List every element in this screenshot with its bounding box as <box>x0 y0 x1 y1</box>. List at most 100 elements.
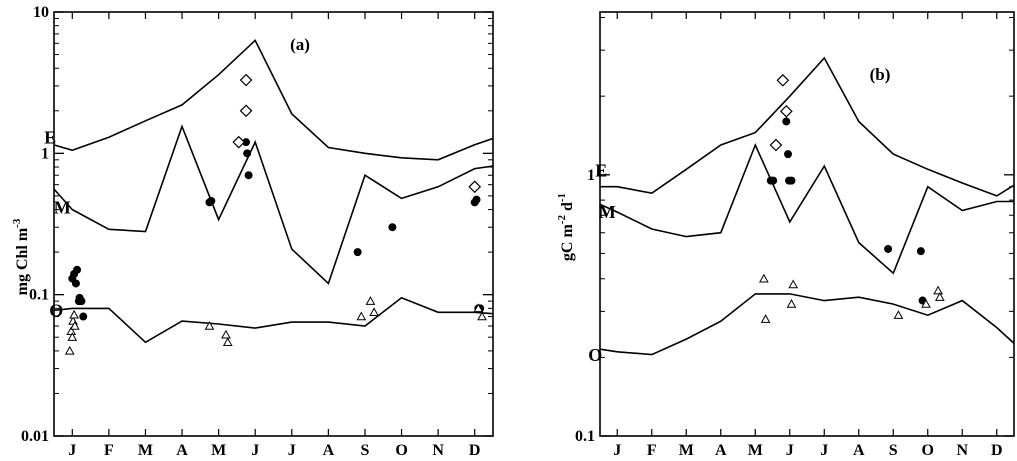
series-line-o-b <box>600 293 1014 356</box>
open-triangle-point-a <box>204 320 215 330</box>
panel-label-b: (b) <box>870 65 891 84</box>
series-label-o-b: O <box>588 345 602 365</box>
filled-circle-point-a <box>472 195 481 204</box>
open-triangle-point-a <box>222 337 233 347</box>
y-axis-label-a-sup: -3 <box>11 218 23 228</box>
x-tick-label-b: F <box>647 442 657 459</box>
chart-panel-a: mg Chl m-3 (a) 0.01 0.1 1 10 J F M A M J J A S O N D E M O <box>11 4 494 459</box>
open-triangle-point-a <box>473 303 484 313</box>
x-tick-label-b: D <box>991 442 1003 459</box>
filled-circle-point-a <box>242 138 251 147</box>
y-axis-label-b-main: gC m <box>559 224 576 262</box>
open-triangle-point-b <box>759 273 769 283</box>
x-tick-label-b: S <box>889 442 898 459</box>
open-triangle-point-a <box>369 307 379 317</box>
filled-circle-point-a <box>77 297 86 306</box>
open-diamond-point-a <box>239 104 253 118</box>
x-tick-label-a: M <box>211 442 226 459</box>
open-diamond-point-a <box>468 180 482 194</box>
x-tick-label-b: N <box>956 442 968 459</box>
x-tick-label-b: J <box>786 442 794 459</box>
x-tick-label-a: F <box>104 442 114 459</box>
open-triangle-point-a <box>221 329 231 339</box>
open-triangle-point-a <box>64 345 75 355</box>
open-triangle-point-a <box>356 311 367 321</box>
y-axis-label-b: gC m-2 d-1 <box>556 193 576 261</box>
filled-circle-point-a <box>73 265 82 274</box>
filled-circle-point-b <box>782 117 791 126</box>
open-triangle-point-a <box>70 320 80 330</box>
open-triangle-point-b <box>893 310 904 319</box>
y-tick-label-a: 0.1 <box>29 287 49 304</box>
svg-text:gC m-2 d-1: gC m-2 d-1 <box>556 193 576 261</box>
open-diamond-point-b <box>776 73 790 87</box>
x-tick-label-a: J <box>68 442 76 459</box>
y-axis-label-b-mid: d <box>559 202 576 215</box>
open-triangle-point-b <box>788 279 799 289</box>
y-axis-label-a-main: mg Chl m <box>14 227 31 295</box>
series-label-e-b: E <box>595 161 607 181</box>
filled-circle-point-a <box>243 149 252 158</box>
y-tick-label-a: 1 <box>41 145 49 162</box>
series-line-m-b <box>600 142 1014 275</box>
filled-circle-point-a <box>207 196 216 205</box>
chart-panel-b: gC m-2 d-1 (b) 0.1 1 J F M A M J J A S O N D E M O <box>556 11 1015 459</box>
x-tick-label-b: M <box>748 442 763 459</box>
series-line-e-a <box>54 39 493 161</box>
filled-circle-point-a <box>244 171 253 180</box>
series-line-e-b <box>600 56 1014 197</box>
series-label-o-a: O <box>49 300 63 320</box>
filled-circle-point-b <box>884 244 893 253</box>
x-tick-label-b: M <box>679 442 694 459</box>
x-tick-label-a: S <box>361 442 370 459</box>
x-tick-label-a: A <box>176 442 188 459</box>
open-triangle-point-a <box>477 311 487 321</box>
open-diamond-point-a <box>232 135 246 149</box>
open-triangle-point-b <box>786 299 797 308</box>
x-tick-label-b: J <box>613 442 621 459</box>
x-tick-label-a: A <box>323 442 335 459</box>
plot-frame-b <box>599 11 1015 437</box>
series-label-m-a: M <box>54 198 71 218</box>
filled-circle-point-a <box>388 223 397 232</box>
y-axis-label-a: mg Chl m-3 <box>11 218 31 295</box>
y-tick-label-b: 1 <box>587 167 595 184</box>
series-line-m-a <box>54 124 493 285</box>
filled-circle-point-b <box>787 176 796 185</box>
panel-label-a: (a) <box>290 35 310 54</box>
x-tick-label-a: D <box>469 442 481 459</box>
series-label-m-b: M <box>599 202 616 222</box>
y-tick-label-b: 0.1 <box>575 428 595 445</box>
open-triangle-point-a <box>365 296 376 305</box>
y-axis-label-b-sup1: -2 <box>556 215 568 225</box>
open-triangle-point-b <box>760 314 771 323</box>
x-tick-label-a: J <box>251 442 259 459</box>
filled-circle-point-a <box>71 279 80 288</box>
x-tick-label-b: J <box>820 442 828 459</box>
series-line-o-a <box>54 296 493 344</box>
filled-circle-point-a <box>353 248 362 257</box>
open-triangle-point-b <box>933 285 943 295</box>
filled-circle-point-b <box>784 150 793 159</box>
filled-circle-point-a <box>79 312 88 321</box>
x-tick-label-a: N <box>432 442 444 459</box>
open-diamond-point-a <box>239 73 253 87</box>
open-triangle-point-b <box>921 299 931 308</box>
x-tick-label-b: A <box>853 442 865 459</box>
x-tick-label-b: O <box>922 442 934 459</box>
open-triangle-point-a <box>69 309 79 319</box>
series-label-e-a: E <box>44 127 56 147</box>
x-tick-label-a: J <box>288 442 296 459</box>
y-tick-label-a: 10 <box>33 4 49 21</box>
filled-circle-point-b <box>916 247 925 256</box>
x-tick-label-a: O <box>395 442 407 459</box>
svg-text:mg Chl m-3: mg Chl m-3 <box>11 218 31 295</box>
open-triangle-point-a <box>67 332 78 341</box>
filled-circle-point-b <box>769 176 778 185</box>
x-tick-label-a: M <box>138 442 153 459</box>
open-diamond-point-b <box>769 138 783 152</box>
plot-frame-a <box>53 11 494 437</box>
open-triangle-point-b <box>934 292 945 301</box>
y-tick-label-a: 0.01 <box>21 428 49 445</box>
